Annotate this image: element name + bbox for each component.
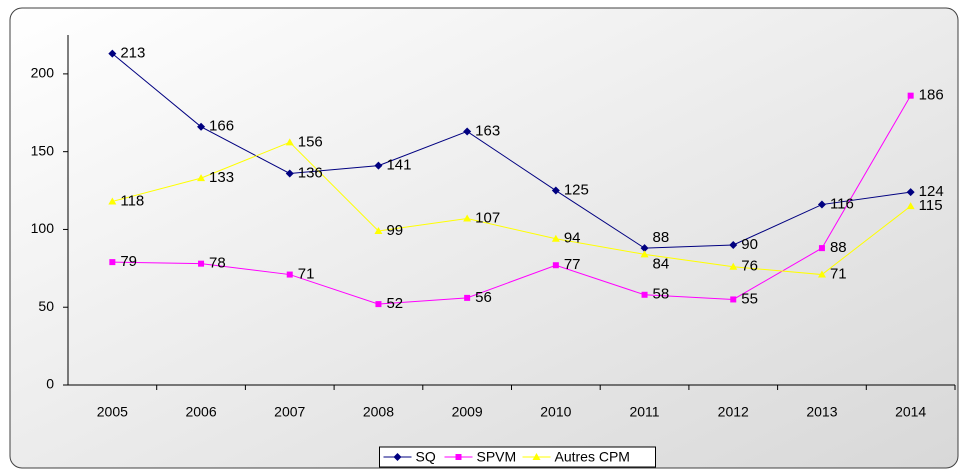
data-point — [906, 202, 915, 210]
data-point — [730, 296, 737, 303]
x-tick-label: 2013 — [806, 404, 837, 420]
legend-marker — [532, 453, 541, 460]
x-tick-label: 2007 — [274, 404, 305, 420]
x-tick-label: 2011 — [629, 404, 659, 420]
data-point — [108, 197, 117, 205]
legend-box — [379, 446, 656, 468]
y-tick-label: 200 — [31, 65, 55, 81]
data-point — [463, 127, 472, 136]
x-tick-label: 2010 — [540, 404, 571, 420]
y-tick-label: 100 — [31, 220, 55, 236]
data-label: 116 — [830, 196, 854, 213]
x-tick-label: 2005 — [97, 404, 128, 420]
data-label: 79 — [120, 253, 137, 270]
data-point — [285, 169, 294, 178]
data-point — [551, 234, 560, 242]
data-label: 58 — [653, 286, 670, 303]
legend-label: SPVM — [477, 449, 517, 465]
data-point — [109, 259, 116, 266]
data-point — [551, 186, 560, 195]
y-tick-label: 50 — [38, 298, 54, 314]
data-point — [285, 138, 294, 146]
data-point — [818, 245, 825, 252]
x-tick-label: 2014 — [895, 404, 926, 420]
data-point — [817, 200, 826, 209]
legend-marker — [455, 454, 462, 460]
data-label: 71 — [830, 266, 847, 283]
data-label: 99 — [386, 222, 403, 239]
data-label: 136 — [298, 164, 323, 181]
series-line — [112, 95, 912, 305]
data-label: 156 — [298, 133, 323, 150]
x-tick-label: 2006 — [185, 404, 216, 420]
data-point — [198, 260, 205, 267]
data-label: 88 — [653, 229, 670, 246]
chart-frame — [9, 7, 959, 469]
data-label: 163 — [475, 122, 500, 139]
legend-marker — [393, 453, 402, 461]
data-point — [729, 241, 738, 249]
data-point — [197, 174, 206, 182]
data-point — [906, 188, 915, 197]
data-point — [640, 250, 649, 258]
data-point — [197, 122, 206, 131]
data-label: 118 — [120, 192, 144, 209]
data-label: 125 — [564, 182, 589, 199]
data-label: 124 — [919, 183, 944, 200]
legend-label: SQ — [416, 449, 436, 465]
data-label: 213 — [120, 45, 145, 62]
data-label: 84 — [653, 255, 670, 272]
x-tick-label: 2012 — [718, 404, 749, 420]
data-label: 56 — [475, 289, 492, 306]
data-label: 78 — [209, 255, 226, 272]
data-point — [464, 294, 471, 301]
data-label: 77 — [564, 256, 581, 273]
x-tick-label: 2008 — [363, 404, 394, 420]
data-point — [374, 227, 383, 234]
y-tick-label: 150 — [31, 142, 55, 158]
data-label: 94 — [564, 230, 581, 247]
data-point — [817, 270, 826, 278]
data-label: 186 — [919, 87, 944, 104]
data-label: 76 — [741, 258, 758, 275]
data-point — [463, 214, 472, 222]
data-point — [907, 92, 914, 99]
data-point — [286, 271, 293, 278]
data-point — [108, 49, 117, 58]
data-label: 141 — [386, 157, 411, 174]
series-line — [112, 53, 911, 249]
data-label: 88 — [830, 239, 847, 256]
data-label: 107 — [475, 210, 500, 227]
data-label: 55 — [741, 290, 758, 307]
legend-label: Autres CPM — [555, 449, 630, 465]
x-tick-label: 2009 — [452, 404, 483, 420]
data-label: 166 — [209, 118, 234, 135]
data-label: 52 — [386, 295, 403, 312]
data-point — [640, 244, 649, 253]
data-point — [374, 161, 383, 170]
data-point — [641, 291, 648, 298]
data-label: 115 — [919, 197, 943, 214]
data-label: 71 — [298, 266, 315, 283]
data-point — [729, 262, 738, 270]
y-tick-label: 0 — [46, 376, 54, 392]
data-point — [375, 301, 382, 308]
series-line — [112, 141, 911, 276]
data-label: 90 — [741, 236, 758, 253]
data-point — [552, 262, 559, 269]
data-label: 133 — [209, 169, 234, 186]
